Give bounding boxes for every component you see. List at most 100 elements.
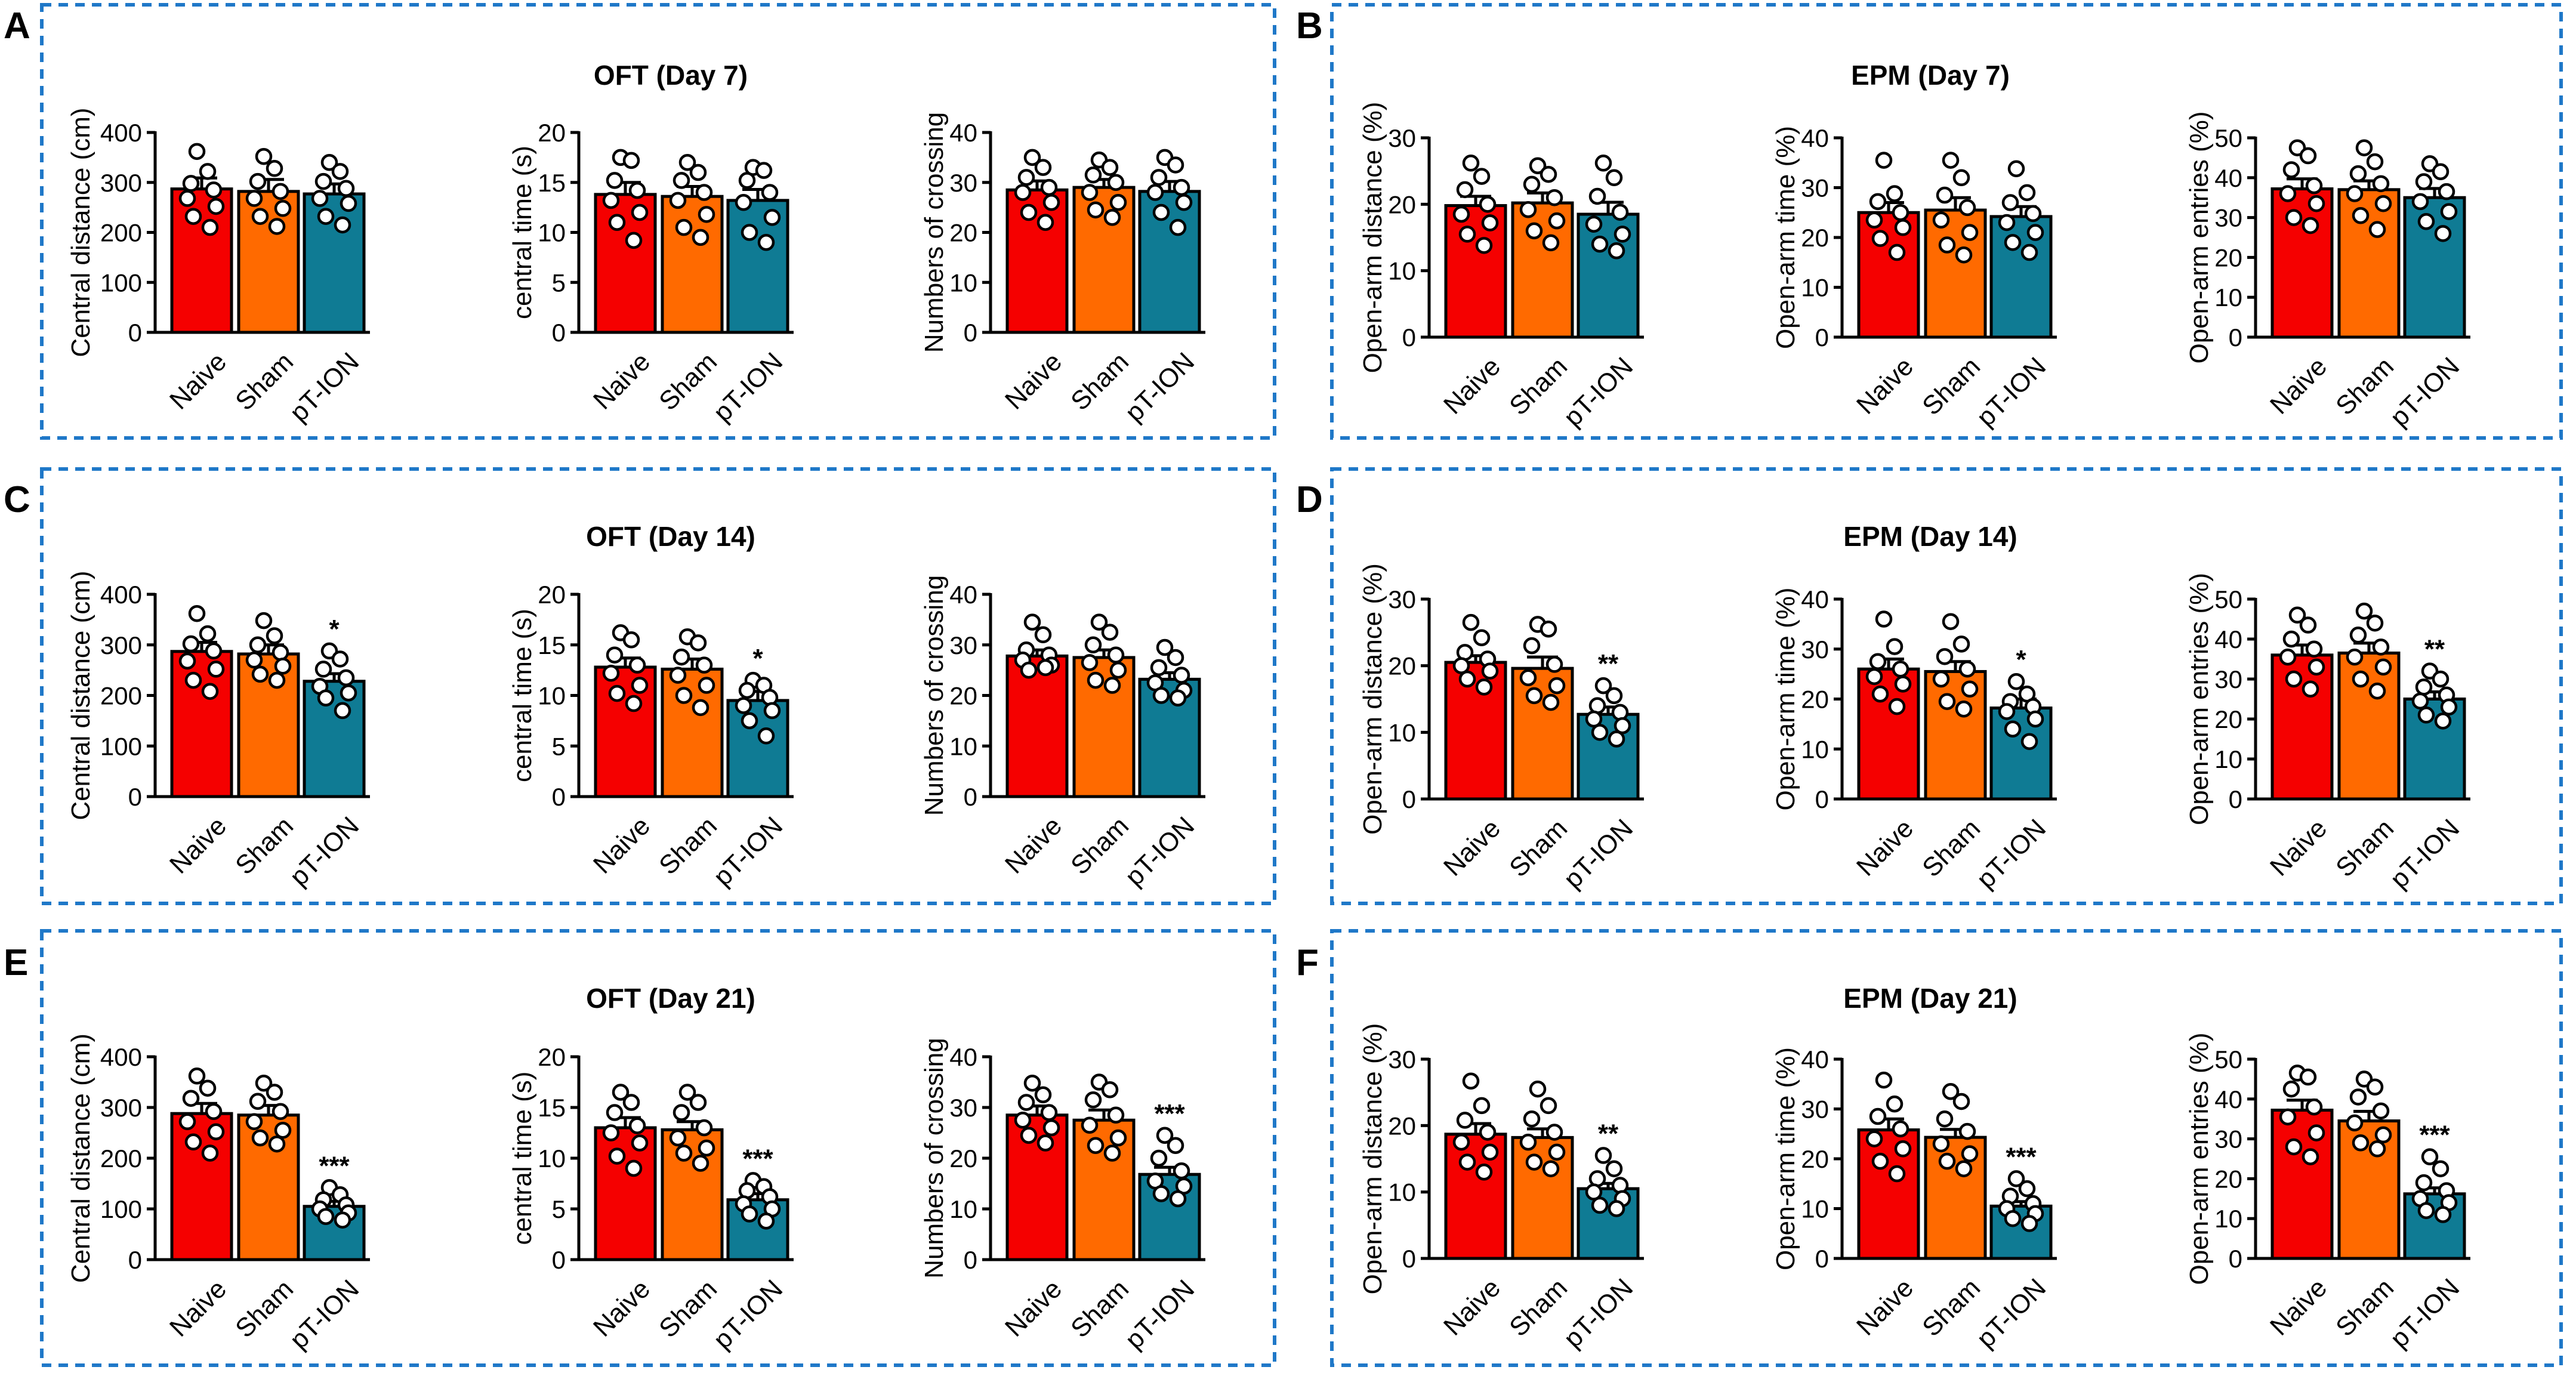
- y-tick-label: 20: [1388, 652, 1416, 680]
- data-point: [1475, 678, 1493, 696]
- y-axis-label: Open-arm distance (%): [1358, 102, 1387, 374]
- data-point: [678, 154, 696, 171]
- data-point: [1871, 685, 1889, 703]
- panel-title: EPM (Day 14): [1843, 521, 2017, 552]
- data-point: [757, 727, 775, 745]
- category-label: Naive: [999, 811, 1068, 879]
- data-point: [1101, 624, 1119, 641]
- data-point: [1525, 687, 1543, 705]
- data-point: [1175, 194, 1193, 211]
- data-point: [2374, 658, 2392, 676]
- y-tick-label: 30: [1801, 635, 1829, 664]
- y-tick-label: 300: [100, 169, 142, 197]
- data-point: [606, 172, 624, 189]
- data-point: [738, 681, 756, 699]
- data-point: [1081, 1116, 1099, 1134]
- data-point: [311, 190, 329, 207]
- y-tick-label: 40: [949, 1043, 977, 1071]
- data-point: [2411, 193, 2429, 211]
- data-point: [334, 216, 351, 234]
- data-point: [199, 163, 217, 180]
- panel-f: F EPM (Day 21): [1296, 929, 2563, 1367]
- data-point: [1475, 1164, 1493, 1181]
- panel-border: [40, 467, 1276, 905]
- data-point: [1462, 613, 1480, 631]
- data-point: [178, 190, 196, 207]
- data-point: [1611, 1177, 1629, 1194]
- data-point: [1042, 194, 1060, 211]
- data-point: [249, 172, 267, 190]
- data-point: [272, 183, 289, 200]
- data-point: [1540, 621, 1557, 638]
- data-point: [698, 206, 715, 223]
- data-point: [602, 1124, 620, 1141]
- data-point: [672, 1104, 690, 1121]
- bar: [1138, 190, 1201, 334]
- data-point: [763, 702, 781, 720]
- data-point: [1888, 698, 1906, 715]
- y-tick-label: 30: [1388, 1045, 1416, 1073]
- data-point: [606, 646, 624, 664]
- data-point: [2352, 1134, 2370, 1152]
- y-axis-label: central time (s): [508, 1072, 537, 1245]
- data-point: [1525, 1153, 1543, 1171]
- data-point: [678, 1084, 696, 1101]
- data-point: [1888, 243, 1906, 261]
- data-point: [741, 712, 758, 730]
- data-point: [1545, 189, 1563, 206]
- category-label: Naive: [999, 347, 1068, 415]
- data-point: [331, 650, 349, 668]
- y-tick-label: 20: [1388, 1112, 1416, 1140]
- data-point: [1952, 635, 1970, 653]
- y-axis-label: central time (s): [508, 609, 537, 782]
- data-point: [1036, 214, 1054, 231]
- bar: [237, 652, 300, 798]
- y-tick-label: 0: [964, 1246, 977, 1274]
- significance-marker: ***: [319, 1151, 350, 1180]
- y-tick-label: 20: [2214, 243, 2242, 271]
- data-point: [201, 218, 219, 236]
- y-tick-label: 30: [1388, 124, 1416, 152]
- data-point: [1605, 169, 1623, 187]
- data-point: [2372, 638, 2390, 656]
- data-point: [205, 1103, 223, 1121]
- y-axis-label: Open-arm entries (%): [2185, 1032, 2214, 1285]
- data-point: [1542, 693, 1560, 711]
- data-point: [608, 684, 626, 702]
- data-point: [2299, 616, 2317, 634]
- data-point: [631, 1134, 649, 1152]
- data-point: [1548, 1143, 1566, 1161]
- data-point: [1865, 211, 1883, 229]
- data-point: [1023, 1074, 1041, 1092]
- y-tick-label: 30: [1801, 1096, 1829, 1124]
- data-point: [602, 664, 620, 682]
- data-point: [1869, 653, 1887, 670]
- data-point: [692, 229, 709, 246]
- data-point: [1591, 235, 1609, 253]
- bar: [594, 1126, 657, 1261]
- y-tick-label: 20: [949, 1144, 977, 1173]
- y-tick-label: 400: [100, 119, 142, 147]
- y-tick-label: 0: [2229, 1245, 2242, 1273]
- data-point: [2366, 153, 2384, 171]
- data-point: [1081, 184, 1099, 201]
- y-axis-label: Open-arm time (%): [1771, 1047, 1800, 1270]
- panel-border: [40, 3, 1276, 440]
- y-tick-label: 0: [964, 319, 977, 347]
- y-tick-label: 40: [2214, 625, 2242, 653]
- y-tick-label: 0: [2229, 785, 2242, 813]
- y-axis-label: Open-arm time (%): [1771, 587, 1800, 810]
- data-point: [1936, 1110, 1954, 1128]
- data-point: [1020, 661, 1038, 679]
- y-tick-label: 200: [100, 219, 142, 247]
- data-point: [2007, 672, 2025, 690]
- category-label: Naive: [164, 811, 232, 879]
- data-point: [695, 656, 713, 674]
- panel-letter: B: [1296, 5, 1323, 47]
- data-point: [689, 1094, 707, 1111]
- data-point: [2366, 1078, 2384, 1096]
- y-tick-label: 10: [1388, 718, 1416, 746]
- data-point: [2020, 733, 2038, 750]
